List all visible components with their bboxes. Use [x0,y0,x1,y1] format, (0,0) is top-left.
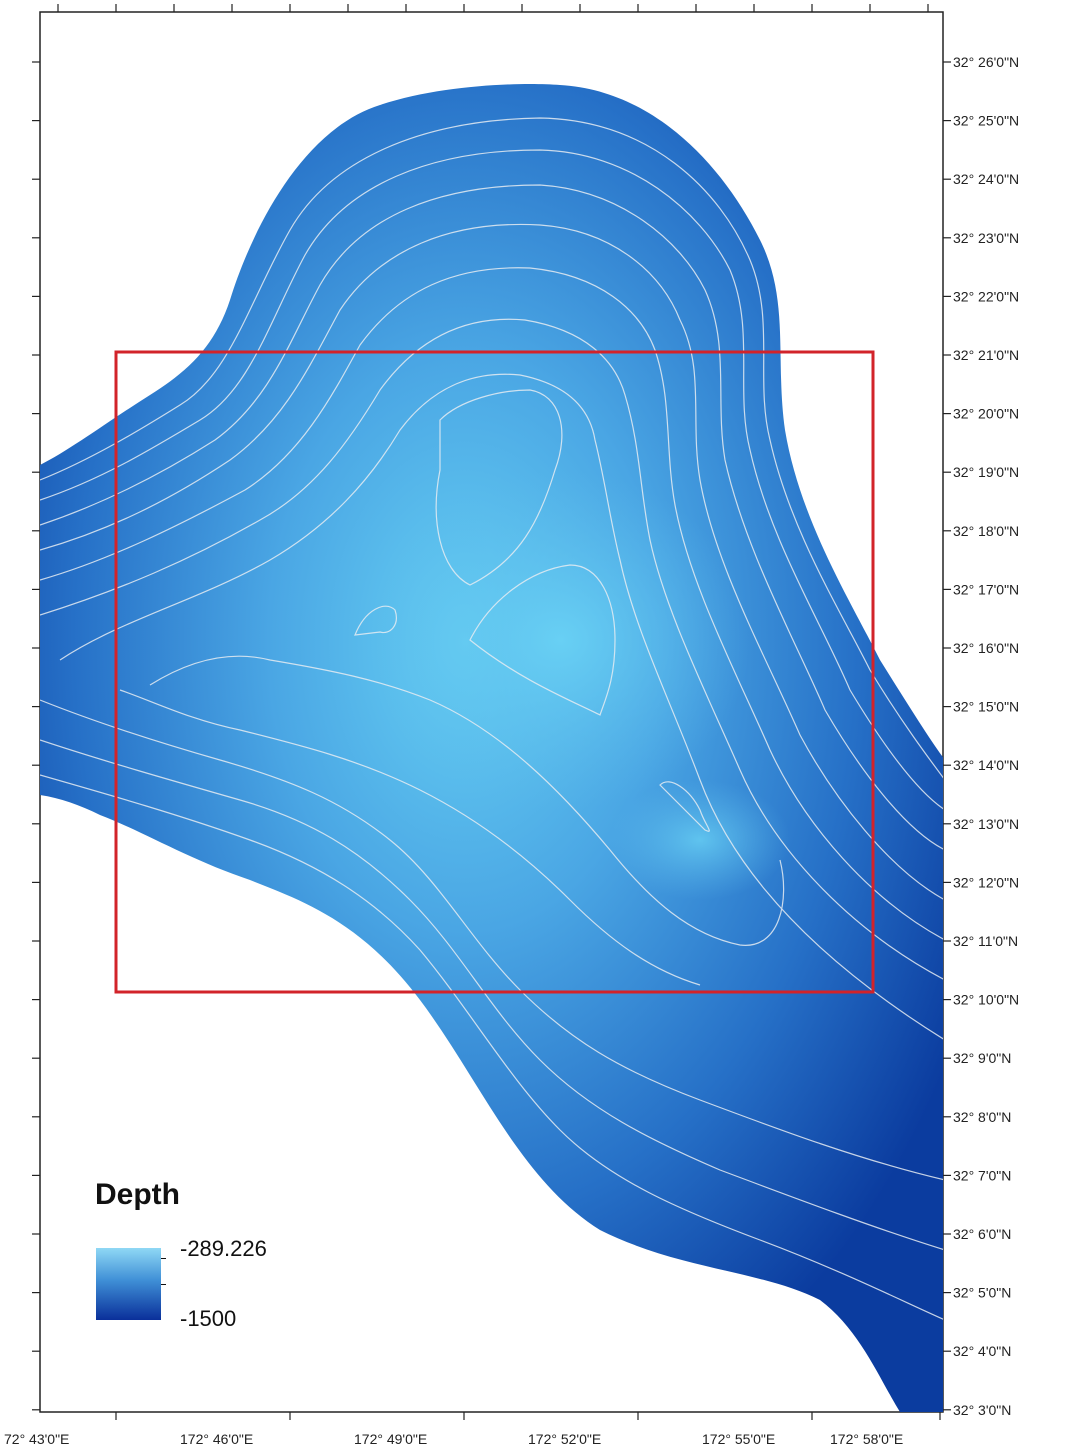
lat-label: 32° 7'0"N [953,1167,1011,1183]
lat-label: 32° 5'0"N [953,1285,1011,1301]
lat-label: 32° 6'0"N [953,1226,1011,1242]
longitude-ticks: 72° 43'0"E 172° 46'0"E 172° 49'0"E 172° 52'… [4,1412,941,1447]
lat-label: 32° 12'0"N [953,874,1019,890]
lon-label: 72° 43'0"E [4,1431,69,1447]
lat-label: 32° 11'0"N [953,933,1018,949]
lon-label: 172° 46'0"E [180,1431,253,1447]
lat-label: 32° 14'0"N [953,757,1019,773]
latitude-ticks: 32° 26'0"N 32° 25'0"N 32° 24'0"N 32° 23'0"N… [32,54,1019,1418]
lat-label: 32° 18'0"N [953,523,1019,539]
lat-label: 32° 20'0"N [953,406,1019,422]
lat-label: 32° 26'0"N [953,54,1019,70]
lat-label: 32° 21'0"N [953,347,1019,363]
lat-label: 32° 8'0"N [953,1109,1011,1125]
lat-label: 32° 9'0"N [953,1050,1011,1066]
lon-label: 172° 52'0"E [528,1431,601,1447]
lat-label: 32° 17'0"N [953,581,1019,597]
lat-label: 32° 3'0"N [953,1402,1011,1418]
lat-label: 32° 15'0"N [953,699,1019,715]
legend-tick-mid [161,1284,166,1285]
lat-label: 32° 16'0"N [953,640,1019,656]
lat-label: 32° 23'0"N [953,230,1019,246]
lat-label: 32° 24'0"N [953,171,1019,187]
study-area-box [114,350,875,994]
lon-label: 172° 58'0"E [830,1431,903,1447]
lat-label: 32° 10'0"N [953,992,1019,1008]
lon-label: 172° 55'0"E [702,1431,775,1447]
contour-lines [40,117,943,1320]
lat-label: 32° 4'0"N [953,1343,1011,1359]
lat-label: 32° 19'0"N [953,464,1019,480]
lat-label: 32° 25'0"N [953,113,1019,129]
legend-max-value: -289.226 [180,1236,267,1261]
lat-label: 32° 22'0"N [953,288,1019,304]
legend-min-value: -1500 [180,1306,237,1331]
legend-tick-max [161,1258,166,1259]
lat-label: 32° 13'0"N [953,816,1019,832]
legend-color-ramp [96,1248,161,1320]
shallow-core-south [610,780,790,900]
top-ticks [57,4,929,12]
shallow-core [370,470,750,810]
lon-label: 172° 49'0"E [354,1431,427,1447]
legend-title: Depth [95,1178,180,1211]
